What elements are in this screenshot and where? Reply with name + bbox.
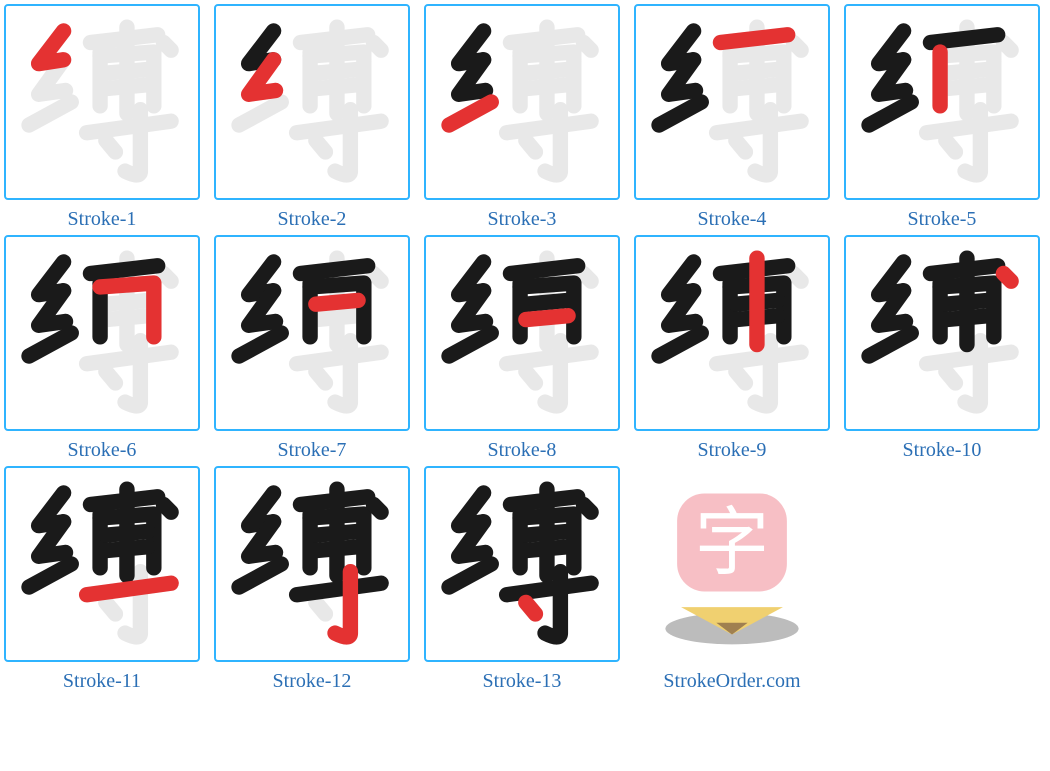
stroke-caption: Stroke-10 [903, 439, 982, 462]
stroke-tile [844, 4, 1040, 200]
stroke-caption: Stroke-9 [698, 439, 767, 462]
stroke-tile [4, 4, 200, 200]
stroke-cell: Stroke-7 [214, 235, 410, 462]
stroke-cell: Stroke-12 [214, 466, 410, 693]
stroke-cell: Stroke-3 [424, 4, 620, 231]
stroke-caption: Stroke-5 [908, 208, 977, 231]
stroke-tile [214, 235, 410, 431]
stroke-caption: Stroke-6 [68, 439, 137, 462]
stroke-cell: Stroke-11 [4, 466, 200, 693]
stroke-tile [424, 466, 620, 662]
stroke-cell: Stroke-1 [4, 4, 200, 231]
stroke-tile [424, 4, 620, 200]
stroke-cell: Stroke-2 [214, 4, 410, 231]
stroke-tile [214, 4, 410, 200]
stroke-tile [4, 235, 200, 431]
stroke-cell: Stroke-10 [844, 235, 1040, 462]
stroke-cell: Stroke-6 [4, 235, 200, 462]
stroke-tile [634, 235, 830, 431]
stroke-tile [424, 235, 620, 431]
stroke-cell: Stroke-13 [424, 466, 620, 693]
stroke-tile [844, 235, 1040, 431]
stroke-caption: Stroke-2 [278, 208, 347, 231]
stroke-caption: Stroke-8 [488, 439, 557, 462]
stroke-tile [4, 466, 200, 662]
stroke-caption: Stroke-7 [278, 439, 347, 462]
stroke-caption: Stroke-12 [273, 670, 352, 693]
stroke-caption: Stroke-1 [68, 208, 137, 231]
svg-text:字: 字 [695, 501, 769, 584]
stroke-tile [634, 4, 830, 200]
logo-cell: 字 StrokeOrder.com [634, 466, 830, 693]
stroke-order-grid: Stroke-1 Stroke-2 Stroke-3 Stroke-4 Stroke-5… [4, 4, 1050, 693]
stroke-caption: Stroke-13 [483, 670, 562, 693]
stroke-caption: Stroke-4 [698, 208, 767, 231]
stroke-caption: Stroke-3 [488, 208, 557, 231]
stroke-caption: Stroke-11 [63, 670, 141, 693]
stroke-cell: Stroke-4 [634, 4, 830, 231]
stroke-cell: Stroke-8 [424, 235, 620, 462]
logo-tile: 字 [634, 466, 830, 662]
stroke-cell: Stroke-9 [634, 235, 830, 462]
stroke-tile [214, 466, 410, 662]
site-caption: StrokeOrder.com [663, 670, 800, 693]
stroke-cell: Stroke-5 [844, 4, 1040, 231]
